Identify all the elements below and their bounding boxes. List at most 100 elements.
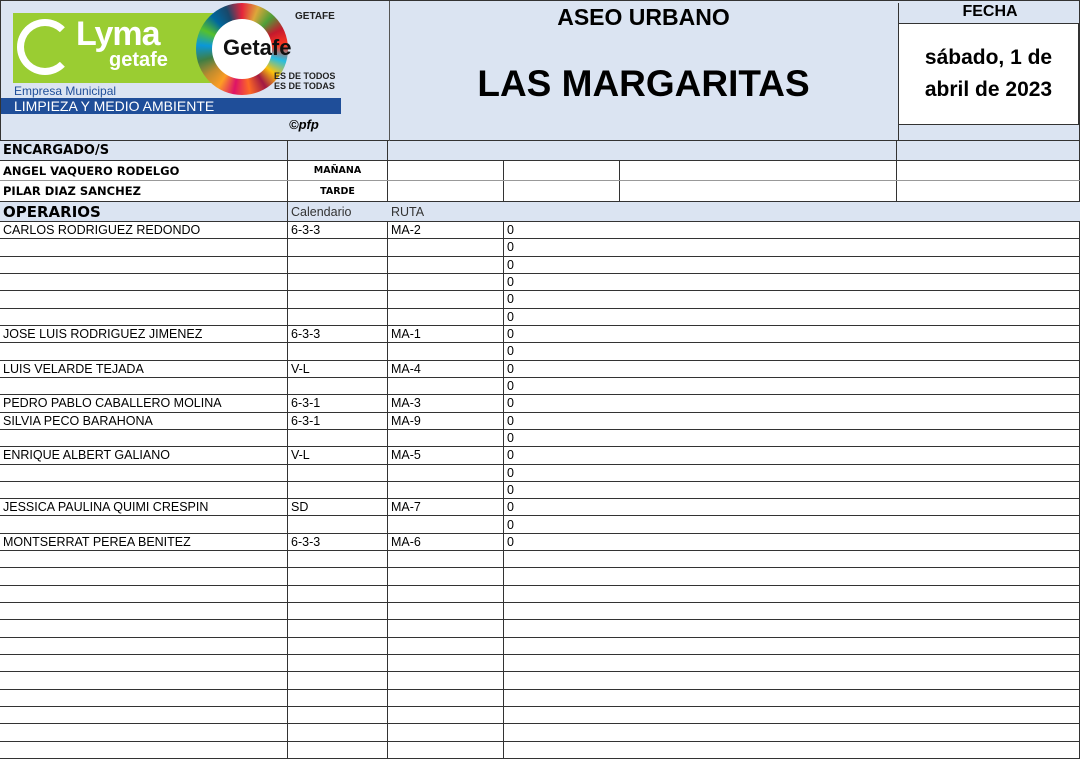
operario-cal-cell[interactable]: 6-3-1	[288, 395, 388, 412]
operario-cal-cell[interactable]	[288, 481, 388, 499]
operario-cal-cell[interactable]	[288, 429, 388, 447]
operario-name-cell[interactable]	[0, 256, 288, 273]
operario-name-cell[interactable]: PEDRO PABLO CABALLERO MOLINA	[0, 395, 288, 412]
operario-cal-cell[interactable]	[288, 603, 388, 620]
operario-name-cell[interactable]	[0, 343, 288, 360]
operario-cal-cell[interactable]	[288, 689, 388, 707]
operario-name-cell[interactable]	[0, 637, 288, 655]
operario-cal-cell[interactable]	[288, 239, 388, 256]
operario-cal-cell[interactable]	[288, 672, 388, 689]
operario-ruta-cell[interactable]	[388, 239, 504, 256]
operario-name-cell[interactable]	[0, 724, 288, 741]
operario-name-cell[interactable]	[0, 516, 288, 533]
cell[interactable]	[388, 141, 897, 160]
operario-cal-cell[interactable]: V-L	[288, 360, 388, 377]
operario-ruta-cell[interactable]	[388, 655, 504, 672]
operario-name-cell[interactable]	[0, 377, 288, 395]
operario-cal-cell[interactable]: 6-3-3	[288, 533, 388, 551]
operario-ruta-cell[interactable]	[388, 724, 504, 741]
operario-cal-cell[interactable]	[288, 256, 388, 273]
operario-name-cell[interactable]: MONTSERRAT PEREA BENITEZ	[0, 533, 288, 551]
operario-val-cell[interactable]	[504, 620, 1080, 637]
operario-val-cell[interactable]	[504, 637, 1080, 655]
operario-cal-cell[interactable]	[288, 551, 388, 568]
operario-ruta-cell[interactable]	[388, 377, 504, 395]
operario-val-cell[interactable]: 0	[504, 256, 1080, 273]
cell[interactable]	[388, 161, 504, 180]
operario-name-cell[interactable]	[0, 585, 288, 603]
cell[interactable]	[288, 141, 388, 160]
operario-ruta-cell[interactable]	[388, 343, 504, 360]
operario-val-cell[interactable]: 0	[504, 308, 1080, 325]
fecha-value[interactable]: sábado, 1 de abril de 2023	[898, 23, 1079, 125]
cell[interactable]	[897, 141, 1080, 160]
operario-cal-cell[interactable]	[288, 273, 388, 291]
operario-val-cell[interactable]	[504, 568, 1080, 585]
operario-cal-cell[interactable]	[288, 291, 388, 308]
operario-val-cell[interactable]	[504, 655, 1080, 672]
operario-val-cell[interactable]	[504, 551, 1080, 568]
operario-name-cell[interactable]	[0, 568, 288, 585]
operario-name-cell[interactable]	[0, 707, 288, 724]
operario-name-cell[interactable]	[0, 429, 288, 447]
operario-val-cell[interactable]: 0	[504, 429, 1080, 447]
cell[interactable]	[620, 161, 897, 180]
operario-name-cell[interactable]: CARLOS RODRIGUEZ REDONDO	[0, 222, 288, 239]
operario-ruta-cell[interactable]	[388, 637, 504, 655]
operario-name-cell[interactable]	[0, 481, 288, 499]
operario-ruta-cell[interactable]	[388, 672, 504, 689]
operario-val-cell[interactable]	[504, 741, 1080, 758]
operario-ruta-cell[interactable]: MA-7	[388, 499, 504, 516]
operario-val-cell[interactable]	[504, 707, 1080, 724]
operario-val-cell[interactable]: 0	[504, 481, 1080, 499]
operario-name-cell[interactable]: ENRIQUE ALBERT GALIANO	[0, 447, 288, 464]
operario-name-cell[interactable]	[0, 551, 288, 568]
operario-cal-cell[interactable]: 6-3-3	[288, 222, 388, 239]
operario-cal-cell[interactable]	[288, 516, 388, 533]
cell[interactable]	[504, 181, 620, 201]
operario-cal-cell[interactable]	[288, 707, 388, 724]
operario-val-cell[interactable]	[504, 689, 1080, 707]
encargado-name[interactable]: PILAR DIAZ SANCHEZ	[0, 181, 288, 201]
operario-ruta-cell[interactable]: MA-9	[388, 412, 504, 429]
operario-val-cell[interactable]: 0	[504, 499, 1080, 516]
operario-ruta-cell[interactable]	[388, 585, 504, 603]
operario-cal-cell[interactable]: V-L	[288, 447, 388, 464]
operario-name-cell[interactable]	[0, 464, 288, 481]
operario-ruta-cell[interactable]: MA-1	[388, 325, 504, 343]
operario-ruta-cell[interactable]	[388, 481, 504, 499]
operario-name-cell[interactable]: LUIS VELARDE TEJADA	[0, 360, 288, 377]
operario-val-cell[interactable]	[504, 672, 1080, 689]
operario-ruta-cell[interactable]	[388, 256, 504, 273]
operario-ruta-cell[interactable]	[388, 741, 504, 758]
operario-ruta-cell[interactable]	[388, 620, 504, 637]
operario-val-cell[interactable]: 0	[504, 273, 1080, 291]
operario-ruta-cell[interactable]	[388, 551, 504, 568]
operario-cal-cell[interactable]	[288, 637, 388, 655]
operario-ruta-cell[interactable]	[388, 308, 504, 325]
operario-cal-cell[interactable]	[288, 568, 388, 585]
operario-val-cell[interactable]: 0	[504, 395, 1080, 412]
operario-val-cell[interactable]: 0	[504, 343, 1080, 360]
operario-name-cell[interactable]: SILVIA PECO BARAHONA	[0, 412, 288, 429]
cell[interactable]	[897, 161, 1080, 180]
operario-val-cell[interactable]: 0	[504, 464, 1080, 481]
operario-ruta-cell[interactable]	[388, 568, 504, 585]
encargado-turno[interactable]: TARDE	[288, 181, 388, 201]
operario-name-cell[interactable]: JOSE LUIS RODRIGUEZ JIMENEZ	[0, 325, 288, 343]
operario-name-cell[interactable]	[0, 239, 288, 256]
operario-cal-cell[interactable]: 6-3-1	[288, 412, 388, 429]
operario-val-cell[interactable]: 0	[504, 360, 1080, 377]
cell[interactable]	[388, 181, 504, 201]
encargado-name[interactable]: ANGEL VAQUERO RODELGO	[0, 161, 288, 180]
cell[interactable]	[504, 161, 620, 180]
operario-name-cell[interactable]	[0, 655, 288, 672]
operario-cal-cell[interactable]	[288, 655, 388, 672]
operario-name-cell[interactable]	[0, 741, 288, 758]
cell[interactable]	[897, 181, 1080, 201]
operario-name-cell[interactable]	[0, 291, 288, 308]
operario-name-cell[interactable]	[0, 603, 288, 620]
operario-name-cell[interactable]	[0, 308, 288, 325]
operario-cal-cell[interactable]	[288, 308, 388, 325]
operario-cal-cell[interactable]: SD	[288, 499, 388, 516]
